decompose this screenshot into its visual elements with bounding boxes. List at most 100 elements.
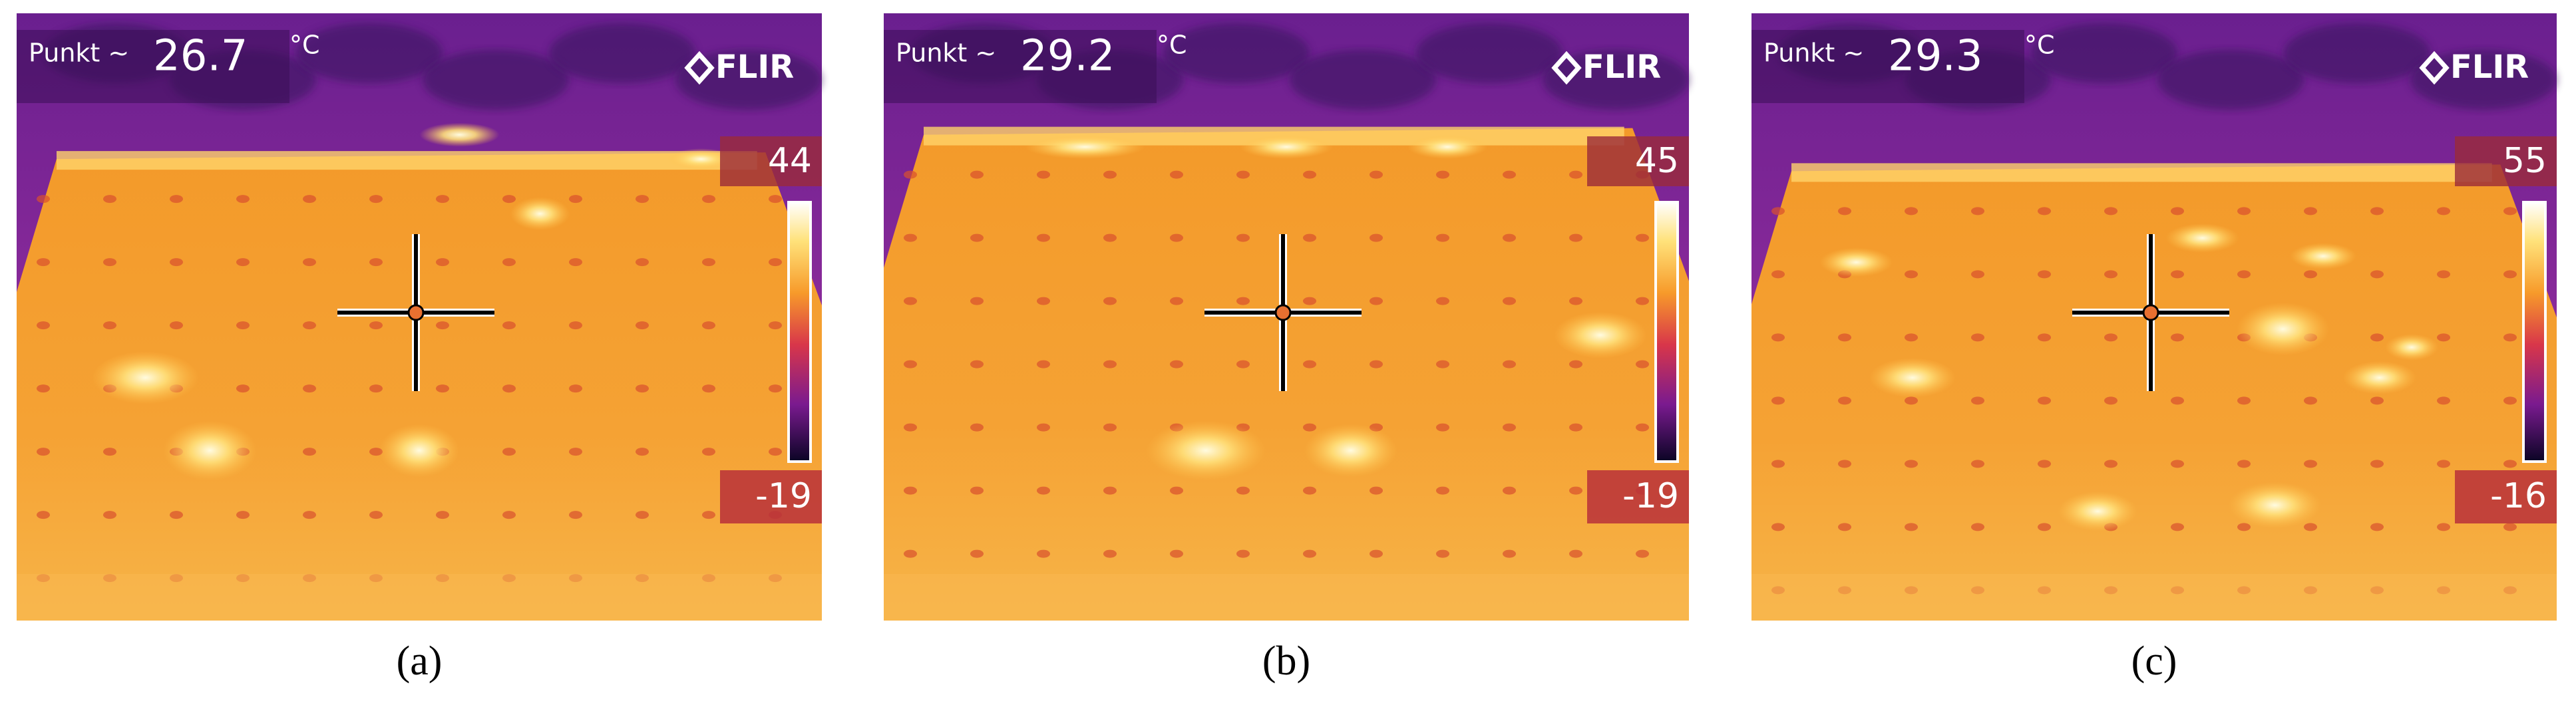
- cell-gap: [636, 511, 649, 519]
- cell-gap: [569, 258, 582, 267]
- cell-gap: [569, 321, 582, 330]
- cell-gap: [2503, 333, 2517, 342]
- thermal-image: Punkt ~ 26.7 °C FLIR 44 -19: [17, 13, 822, 621]
- cell-gap: [1103, 233, 1117, 242]
- logo-icon: [2419, 51, 2450, 85]
- cell-gap: [2171, 270, 2184, 279]
- cell-gap: [37, 511, 50, 519]
- cell-gap: [569, 448, 582, 456]
- cell-gap: [904, 233, 917, 242]
- cell-gap: [2503, 396, 2517, 405]
- cell-gap: [502, 511, 516, 519]
- cell-gap: [1037, 297, 1050, 305]
- cell-gap: [1905, 270, 1918, 279]
- cell-gap: [1503, 233, 1516, 242]
- cell-gap: [2370, 396, 2384, 405]
- cell-gap: [1636, 297, 1649, 305]
- hot-spot: [1025, 134, 1145, 159]
- cell-gap: [1170, 486, 1183, 495]
- cloud: [675, 50, 822, 110]
- thermal-image: Punkt ~ 29.2 °C FLIR 45 -19: [884, 13, 1689, 621]
- cell-gap: [2370, 523, 2384, 531]
- cell-gap: [2437, 333, 2450, 342]
- hot-spot: [1240, 134, 1333, 159]
- cell-gap: [1503, 360, 1516, 368]
- cloud: [423, 50, 569, 110]
- cell-gap: [1370, 233, 1383, 242]
- cell-gap: [369, 258, 383, 267]
- cell-gap: [1103, 170, 1117, 179]
- cell-gap: [970, 486, 984, 495]
- cell-gap: [970, 233, 984, 242]
- hot-spot: [1553, 311, 1647, 358]
- cell-gap: [569, 384, 582, 393]
- cell-gap: [702, 448, 715, 456]
- cell-gap: [2437, 396, 2450, 405]
- cell-gap: [1771, 270, 1785, 279]
- cell-gap: [2038, 523, 2051, 531]
- cell-gap: [702, 321, 715, 330]
- hot-spot: [1869, 357, 1956, 398]
- cell-gap: [1771, 460, 1785, 468]
- hot-spot: [1304, 424, 1397, 478]
- cell-gap: [2038, 333, 2051, 342]
- cell-gap: [1103, 486, 1117, 495]
- hot-spot: [2165, 223, 2239, 253]
- readout-box: [17, 30, 289, 103]
- cell-gap: [1303, 423, 1316, 432]
- hot-spot: [2290, 243, 2357, 270]
- cell-gap: [2171, 333, 2184, 342]
- cell-gap: [2370, 270, 2384, 279]
- cell-gap: [970, 360, 984, 368]
- cell-gap: [1905, 460, 1918, 468]
- hot-spot: [510, 197, 570, 231]
- cell-gap: [2503, 270, 2517, 279]
- cell-gap: [1905, 523, 1918, 531]
- cell-gap: [1037, 170, 1050, 179]
- color-bar: [2522, 201, 2547, 463]
- cell-gap: [369, 448, 383, 456]
- scale-min-box: [1587, 470, 1689, 523]
- scale-min: -19: [755, 476, 812, 516]
- cell-gap: [1236, 486, 1250, 495]
- cell-gap: [1370, 297, 1383, 305]
- cell-gap: [1170, 233, 1183, 242]
- cell-gap: [1503, 423, 1516, 432]
- cell-gap: [1971, 523, 1984, 531]
- cell-gap: [2437, 207, 2450, 215]
- hot-spot: [2058, 491, 2138, 531]
- cell-gap: [369, 321, 383, 330]
- cell-gap: [1103, 360, 1117, 368]
- cell-gap: [970, 297, 984, 305]
- cell-gap: [2237, 270, 2251, 279]
- cell-gap: [436, 384, 449, 393]
- scale-max: 45: [1635, 141, 1679, 181]
- cell-gap: [569, 511, 582, 519]
- logo-icon: [1551, 51, 1582, 85]
- scale-max: 44: [768, 141, 812, 181]
- cell-gap: [1636, 423, 1649, 432]
- cell-gap: [569, 195, 582, 204]
- cell-gap: [2304, 523, 2317, 531]
- cell-gap: [2038, 207, 2051, 215]
- unit: °C: [289, 31, 320, 60]
- cell-gap: [769, 258, 782, 267]
- cell-gap: [1303, 297, 1316, 305]
- color-bar: [787, 201, 812, 463]
- cell-gap: [636, 321, 649, 330]
- cell-gap: [502, 195, 516, 204]
- cell-gap: [904, 486, 917, 495]
- cell-gap: [1971, 396, 1984, 405]
- cell-gap: [1569, 423, 1582, 432]
- cloud: [549, 23, 695, 83]
- cell-gap: [636, 384, 649, 393]
- cell-gap: [1838, 523, 1851, 531]
- cell-gap: [904, 297, 917, 305]
- cell-gap: [2304, 270, 2317, 279]
- spot-value: 26.7: [153, 32, 248, 81]
- crosshair-center: [1274, 304, 1292, 321]
- cell-gap: [1037, 549, 1050, 558]
- cell-gap: [236, 384, 250, 393]
- hot-spot: [667, 148, 735, 170]
- cell-gap: [1771, 333, 1785, 342]
